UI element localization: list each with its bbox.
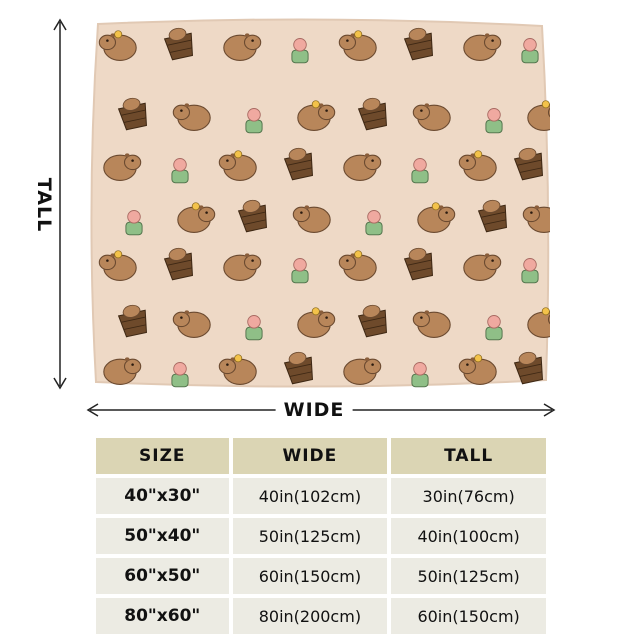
bucket-motif [163, 27, 193, 61]
size-cell: 40"x30" [96, 478, 229, 514]
friend-motif [521, 258, 539, 284]
capybara-pattern [90, 18, 550, 388]
capybara-motif [412, 103, 451, 131]
bucket-motif [403, 27, 433, 61]
tall-cell: 30in(76cm) [391, 478, 546, 514]
wide-cell: 40in(102cm) [232, 478, 388, 514]
bucket-motif [477, 199, 507, 233]
wide-cell: 50in(125cm) [232, 518, 388, 554]
capybara-motif [292, 205, 331, 233]
capybara-motif [463, 253, 502, 281]
bucket-motif [403, 247, 433, 281]
capybara-motif [172, 103, 211, 131]
header-size: SIZE [96, 438, 229, 474]
capybara-motif [522, 205, 550, 233]
tall-dimension-arrow [53, 18, 67, 390]
tall-cell: 40in(100cm) [391, 518, 546, 554]
bucket-motif [357, 304, 387, 338]
bucket-motif [117, 97, 147, 131]
table-row: 40"x30" 40in(102cm) 30in(76cm) [96, 478, 546, 514]
tall-cell: 60in(150cm) [391, 598, 546, 634]
header-wide: WIDE [232, 438, 388, 474]
tall-label: TALL [33, 173, 55, 237]
size-table-header: SIZE WIDE TALL [96, 438, 546, 474]
blanket-image [90, 18, 550, 388]
capybara-motif [98, 250, 137, 281]
tall-cell: 50in(125cm) [391, 558, 546, 594]
friend-motif [411, 362, 429, 388]
size-cell: 80"x60" [96, 598, 229, 634]
size-cell: 50"x40" [96, 518, 229, 554]
friend-motif [485, 108, 503, 134]
capybara-motif [98, 30, 137, 61]
bucket-motif [117, 304, 147, 338]
size-cell: 60"x50" [96, 558, 229, 594]
capybara-motif [412, 310, 451, 338]
capybara-motif [338, 30, 377, 61]
friend-motif [125, 210, 143, 236]
capybara-motif [343, 153, 382, 181]
capybara-motif [177, 202, 216, 233]
capybara-motif [343, 357, 382, 385]
table-row: 80"x60" 80in(200cm) 60in(150cm) [96, 598, 546, 634]
capybara-motif [527, 100, 550, 131]
capybara-motif [297, 100, 336, 131]
capybara-motif [103, 357, 142, 385]
friend-motif [291, 38, 309, 64]
wide-label: WIDE [275, 399, 353, 421]
capybara-motif [338, 250, 377, 281]
capybara-motif [218, 354, 257, 385]
capybara-motif [223, 253, 262, 281]
bucket-motif [513, 351, 543, 385]
capybara-motif [417, 202, 456, 233]
capybara-motif [458, 150, 497, 181]
bucket-motif [237, 199, 267, 233]
bucket-motif [283, 147, 313, 181]
capybara-motif [527, 307, 550, 338]
capybara-motif [218, 150, 257, 181]
bucket-motif [357, 97, 387, 131]
header-tall: TALL [391, 438, 546, 474]
bucket-motif [283, 351, 313, 385]
friend-motif [245, 108, 263, 134]
capybara-motif [297, 307, 336, 338]
size-table: SIZE WIDE TALL 40"x30" 40in(102cm) 30in(… [92, 434, 550, 638]
friend-motif [171, 158, 189, 184]
wide-cell: 80in(200cm) [232, 598, 388, 634]
friend-motif [365, 210, 383, 236]
wide-cell: 60in(150cm) [232, 558, 388, 594]
bucket-motif [163, 247, 193, 281]
friend-motif [485, 315, 503, 341]
table-row: 50"x40" 50in(125cm) 40in(100cm) [96, 518, 546, 554]
capybara-motif [463, 33, 502, 61]
capybara-motif [103, 153, 142, 181]
friend-motif [245, 315, 263, 341]
friend-motif [291, 258, 309, 284]
capybara-motif [458, 354, 497, 385]
bucket-motif [513, 147, 543, 181]
table-row: 60"x50" 60in(150cm) 50in(125cm) [96, 558, 546, 594]
friend-motif [521, 38, 539, 64]
capybara-motif [223, 33, 262, 61]
friend-motif [411, 158, 429, 184]
friend-motif [171, 362, 189, 388]
capybara-motif [172, 310, 211, 338]
